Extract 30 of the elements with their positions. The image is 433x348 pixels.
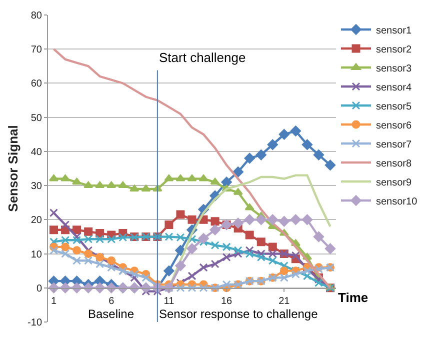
y-tick-label: 0 xyxy=(36,283,42,294)
y-tick-label: 10 xyxy=(30,249,42,260)
legend-label: sensor9 xyxy=(376,177,412,188)
annotation: Baseline xyxy=(88,307,134,321)
legend-label: sensor3 xyxy=(376,63,412,74)
legend-label: sensor10 xyxy=(376,196,418,208)
y-tick-label: 70 xyxy=(30,44,42,56)
legend-label: sensor7 xyxy=(376,139,412,150)
y-tick-label: 50 xyxy=(30,112,42,124)
x-tick-label: 6 xyxy=(108,296,115,307)
legend-label: sensor4 xyxy=(376,82,412,94)
x-tick-label: 16 xyxy=(220,296,233,307)
y-axis-title: Sensor Signal xyxy=(5,125,20,212)
ref-line-label: Start challenge xyxy=(159,50,246,65)
y-tick-label: 60 xyxy=(30,78,42,90)
x-axis-title: Time xyxy=(338,290,368,305)
x-tick-label: 1 xyxy=(50,296,57,307)
y-tick-label: 40 xyxy=(30,146,42,158)
legend-label: sensor5 xyxy=(376,101,412,112)
legend-label: sensor6 xyxy=(376,120,412,132)
x-tick-label: 21 xyxy=(278,296,290,307)
y-tick-label: 30 xyxy=(30,181,42,192)
legend-label: sensor2 xyxy=(376,44,412,56)
y-tick-label: -10 xyxy=(28,318,42,328)
annotation: Sensor response to challenge xyxy=(159,307,318,321)
legend-label: sensor1 xyxy=(376,25,412,36)
y-tick-label: 80 xyxy=(30,10,42,22)
x-tick-label: 11 xyxy=(164,296,175,307)
y-tick-label: 20 xyxy=(30,215,42,226)
legend-label: sensor8 xyxy=(376,158,412,170)
